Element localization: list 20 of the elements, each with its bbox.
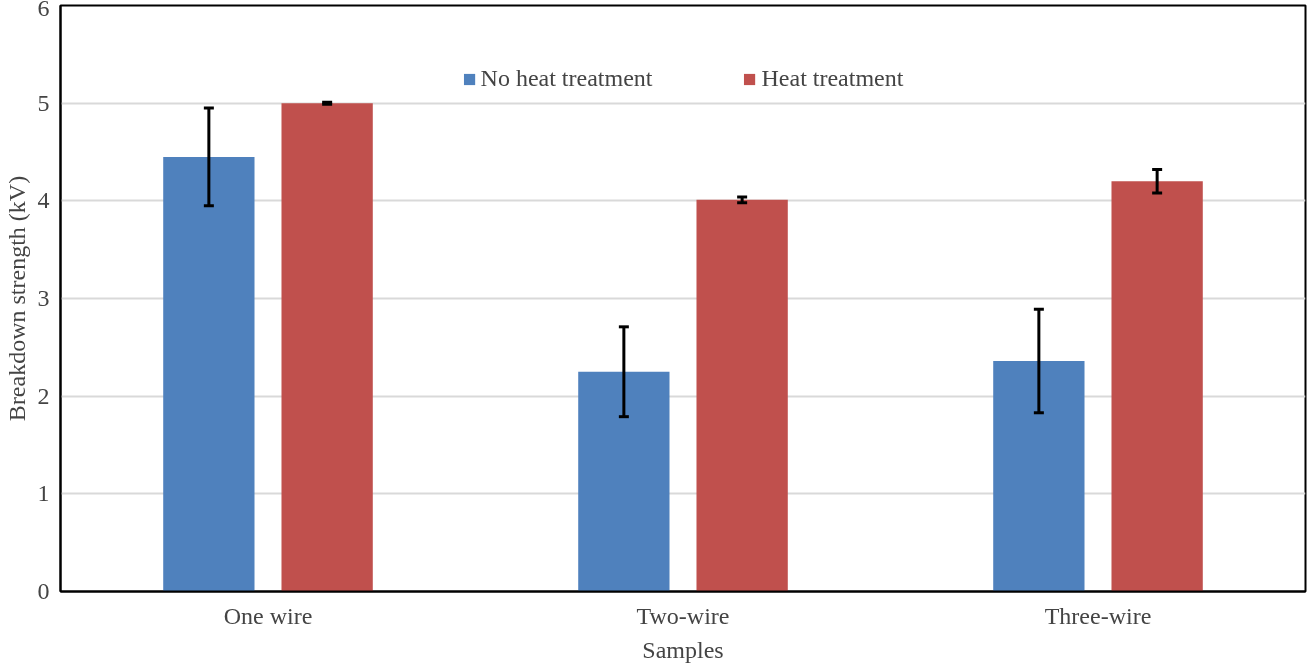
bar	[1111, 181, 1203, 592]
x-axis-title: Samples	[642, 636, 724, 663]
y-tick-label: 1	[37, 480, 50, 507]
y-tick-label: 0	[37, 578, 50, 604]
y-tick-label: 5	[37, 89, 50, 116]
y-tick-label: 6	[37, 0, 50, 21]
legend-label: Heat treatment	[761, 65, 904, 92]
y-tick-label: 2	[37, 382, 50, 409]
bar	[696, 199, 788, 592]
y-tick-label: 4	[37, 187, 50, 214]
x-tick-label: One wire	[223, 602, 313, 629]
legend-label: No heat treatment	[480, 65, 653, 92]
x-tick-label: Three-wire	[1044, 602, 1152, 629]
bar	[993, 361, 1085, 592]
bar	[163, 156, 255, 592]
x-tick-label: Two-wire	[636, 602, 730, 629]
bar	[281, 103, 373, 592]
y-axis-title: Breakdown strength (kV)	[3, 175, 30, 422]
bar	[578, 371, 670, 592]
y-tick-label: 3	[37, 285, 50, 311]
